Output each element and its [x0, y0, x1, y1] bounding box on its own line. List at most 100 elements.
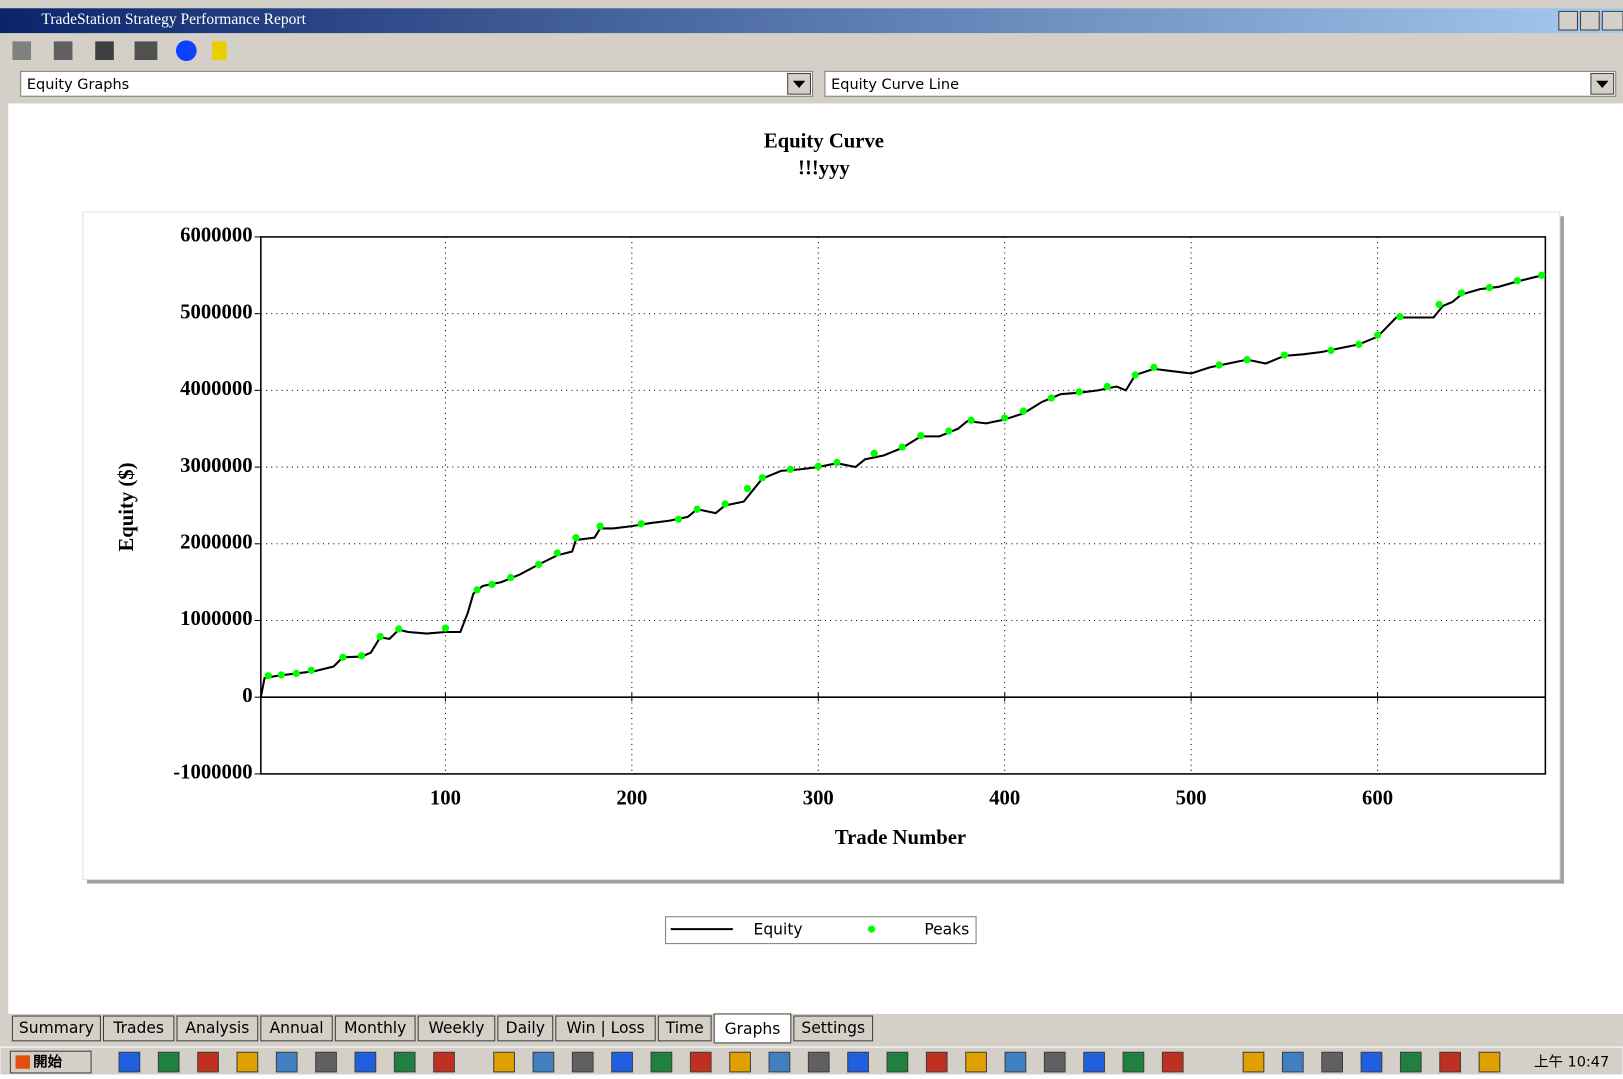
legend-label: Equity — [754, 921, 803, 939]
peak-dot — [1373, 331, 1382, 339]
taskbar-icon[interactable] — [1439, 1051, 1462, 1073]
peak-dot — [507, 573, 515, 582]
taskbar-icon[interactable] — [925, 1051, 948, 1073]
peak-dot — [967, 416, 975, 424]
peak-dot — [1215, 361, 1223, 369]
taskbar-icon[interactable] — [1399, 1051, 1422, 1073]
peak-dot — [1019, 407, 1027, 415]
taskbar-icon[interactable] — [236, 1051, 259, 1073]
legend-swatch — [867, 925, 876, 933]
tab[interactable] — [260, 1015, 333, 1042]
taskbar-icon[interactable] — [847, 1051, 869, 1073]
taskbar-icon[interactable] — [1281, 1051, 1304, 1073]
taskbar-icon[interactable] — [611, 1051, 633, 1073]
x-tick-label: 600 — [1362, 788, 1393, 810]
y-axis-label: Equity ($) — [116, 462, 138, 551]
taskbar-icon[interactable] — [118, 1051, 141, 1073]
taskbar-icon[interactable] — [1122, 1051, 1145, 1073]
tab[interactable] — [102, 1015, 175, 1042]
taskbar-icon[interactable] — [354, 1051, 377, 1073]
toolbar-icon[interactable] — [12, 41, 32, 61]
tab-label: Settings — [801, 1019, 865, 1037]
tab[interactable] — [793, 1015, 874, 1042]
window-title: TradeStation Strategy Performance Report — [41, 11, 306, 28]
taskbar-icon[interactable] — [689, 1051, 712, 1073]
tab[interactable] — [11, 1015, 101, 1042]
report-select[interactable] — [20, 70, 814, 97]
peak-dot — [637, 520, 645, 528]
taskbar-icon[interactable] — [315, 1051, 337, 1073]
taskbar-icon[interactable] — [768, 1051, 791, 1073]
title-bar — [0, 8, 1623, 34]
peak-dot — [1435, 300, 1443, 309]
peak-dot — [1280, 351, 1288, 359]
peak-dot — [357, 652, 366, 660]
taskbar-icon[interactable] — [1043, 1051, 1066, 1073]
taskbar-icon[interactable] — [1004, 1051, 1027, 1073]
taskbar-icon[interactable] — [886, 1051, 909, 1073]
taskbar-icon[interactable] — [532, 1051, 555, 1073]
start-button[interactable] — [9, 1050, 92, 1074]
x-tick-label: 100 — [430, 788, 461, 810]
minimize-button[interactable] — [1558, 10, 1578, 31]
taskbar-icon[interactable] — [157, 1051, 180, 1073]
peak-dot — [917, 431, 925, 440]
toolbar-icon[interactable] — [95, 41, 114, 61]
y-tick-label: 0 — [242, 685, 252, 707]
tab[interactable] — [334, 1015, 416, 1042]
taskbar-icon[interactable] — [965, 1051, 987, 1073]
peak-dot — [945, 427, 953, 435]
tab[interactable] — [176, 1015, 259, 1042]
taskbar-icon[interactable] — [275, 1051, 298, 1073]
close-button[interactable] — [1601, 10, 1623, 31]
toolbar-icon[interactable] — [53, 41, 73, 61]
toolbar — [12, 40, 227, 62]
taskbar-icon[interactable] — [1161, 1051, 1184, 1073]
tab[interactable] — [713, 1013, 792, 1044]
peak-dot — [1075, 388, 1083, 396]
clock: 上午 10:47 — [1534, 1054, 1609, 1071]
y-tick-label: 6000000 — [180, 225, 252, 247]
taskbar-icon[interactable] — [1242, 1051, 1265, 1073]
taskbar-icon[interactable] — [433, 1051, 455, 1073]
tab[interactable] — [657, 1015, 712, 1042]
peak-dot — [833, 458, 841, 467]
taskbar-icons — [118, 1051, 1501, 1073]
y-tick-label: 5000000 — [180, 301, 252, 323]
peak-dot — [1131, 371, 1139, 379]
toolbar-icon[interactable] — [212, 41, 227, 61]
peak-dot — [898, 443, 906, 451]
chart-title: Equity Curve — [764, 131, 884, 153]
taskbar-icon[interactable] — [650, 1051, 673, 1073]
taskbar-icon[interactable] — [1083, 1051, 1105, 1073]
graph-select[interactable] — [824, 70, 1617, 97]
chart-panel — [82, 211, 1561, 880]
tab[interactable] — [555, 1015, 656, 1042]
tab[interactable] — [497, 1015, 554, 1042]
taskbar-icon[interactable] — [393, 1051, 416, 1073]
taskbar-icon[interactable] — [493, 1051, 515, 1073]
peak-dot — [674, 515, 683, 523]
tab-label: Analysis — [185, 1019, 249, 1037]
taskbar-icon[interactable] — [197, 1051, 219, 1073]
tab-label: Weekly — [428, 1019, 484, 1037]
y-tick-label: 2000000 — [180, 532, 252, 554]
peak-dot — [292, 669, 300, 678]
restore-button[interactable] — [1580, 10, 1600, 31]
taskbar-icon[interactable] — [729, 1051, 751, 1073]
tab[interactable] — [417, 1015, 496, 1042]
taskbar-icon[interactable] — [1360, 1051, 1383, 1073]
toolbar-icon[interactable] — [134, 41, 158, 61]
taskbar-icon[interactable] — [1478, 1051, 1501, 1073]
tab-label: Win | Loss — [566, 1019, 644, 1037]
peak-dot — [870, 449, 878, 457]
taskbar-icon[interactable] — [807, 1051, 830, 1073]
peak-dot — [1103, 382, 1111, 391]
peak-dot — [693, 505, 701, 513]
toolbar-icon[interactable] — [175, 40, 197, 62]
dropdown-arrow — [1596, 80, 1609, 88]
taskbar-icon[interactable] — [1321, 1051, 1344, 1073]
peak-dot — [743, 484, 752, 493]
taskbar-icon[interactable] — [571, 1051, 594, 1073]
